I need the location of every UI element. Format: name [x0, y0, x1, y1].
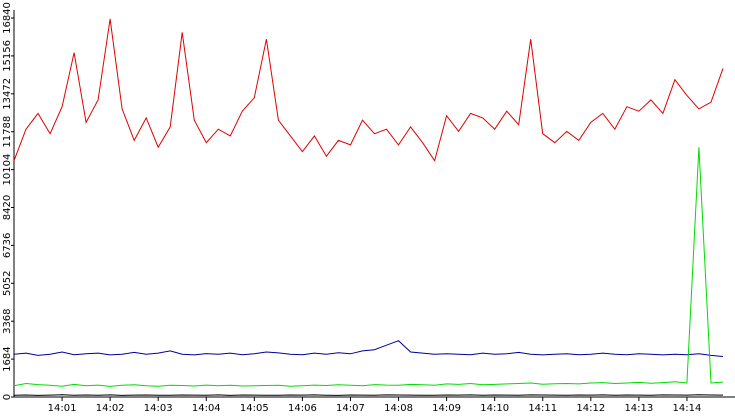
y-tick-label: 6736: [2, 233, 13, 258]
series-line: [13, 147, 724, 387]
series-line: [13, 394, 724, 396]
x-tick-label: 14:03: [144, 403, 173, 414]
x-tick-label: 14:13: [624, 403, 653, 414]
y-tick-label: 3368: [2, 308, 13, 333]
x-tick-label: 14:05: [240, 403, 269, 414]
x-tick-label: 14:08: [384, 403, 413, 414]
y-tick-label: 8420: [2, 195, 13, 220]
y-tick-label: 1684: [2, 346, 13, 371]
x-tick-label: 14:09: [432, 403, 461, 414]
series-line: [13, 340, 724, 357]
x-tick-label: 14:07: [336, 403, 365, 414]
y-tick-label: 13472: [2, 78, 13, 110]
y-tick-label: 5052: [2, 271, 13, 296]
y-tick-label: 11788: [2, 116, 13, 148]
x-tick-label: 14:02: [96, 403, 125, 414]
x-tick-label: 14:04: [192, 403, 221, 414]
series-line: [13, 18, 724, 162]
x-tick-label: 14:14: [673, 403, 702, 414]
x-tick-label: 14:06: [288, 403, 317, 414]
x-tick-label: 14:10: [480, 403, 509, 414]
y-tick-label: 0: [2, 394, 13, 400]
x-tick-label: 14:01: [48, 403, 77, 414]
x-tick-label: 14:11: [528, 403, 557, 414]
x-tick-label: 14:12: [576, 403, 605, 414]
y-tick-label: 15156: [2, 40, 13, 72]
y-tick-label: 10104: [2, 154, 13, 186]
y-tick-label: 16840: [2, 2, 13, 34]
